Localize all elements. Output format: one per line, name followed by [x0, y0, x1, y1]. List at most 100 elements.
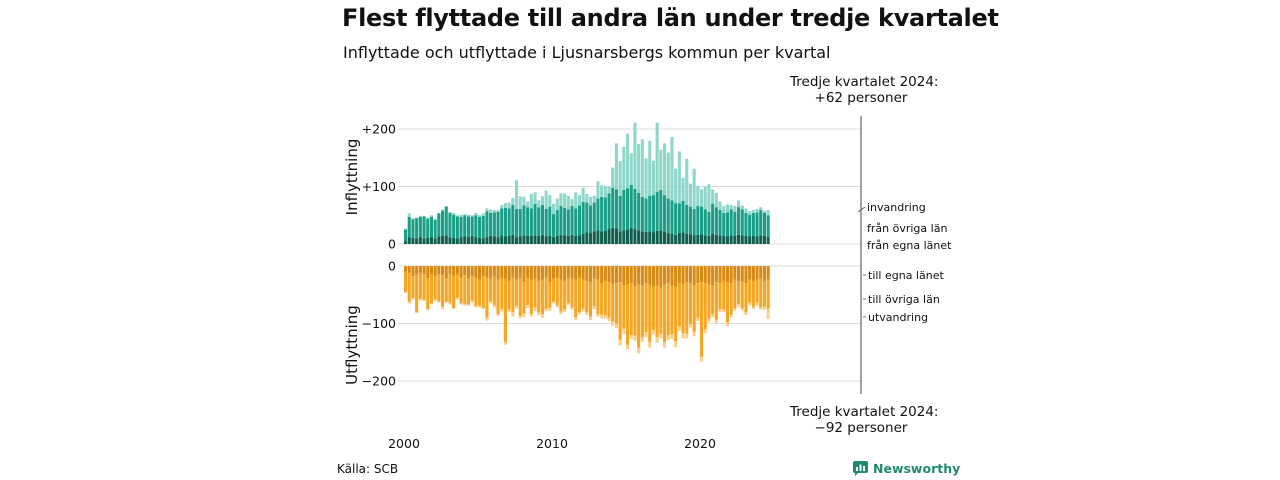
bar-out-s2-11 [444, 301, 448, 303]
bar-in-s0-2 [411, 237, 415, 244]
bar-out-s2-26 [500, 309, 504, 312]
bar-out-s1-35 [533, 278, 537, 308]
x-tick-1: 2010 [536, 436, 568, 451]
bar-out-s1-13 [452, 276, 456, 308]
bar-in-s2-98 [766, 210, 770, 216]
bar-in-s0-60 [626, 229, 630, 244]
bar-out-s0-44 [566, 266, 570, 278]
annotation-top: Tredje kvartalet 2024: +62 personer [790, 74, 938, 106]
bar-in-s2-75 [681, 177, 685, 201]
bar-out-s2-55 [607, 317, 611, 322]
bar-in-s1-39 [548, 206, 552, 236]
bar-out-s0-82 [707, 266, 711, 285]
bar-out-s2-8 [433, 299, 437, 302]
bar-in-s2-90 [737, 200, 741, 208]
bar-out-s0-65 [644, 266, 648, 284]
bar-out-s1-68 [655, 285, 659, 338]
bar-out-s0-19 [474, 266, 478, 278]
bar-out-s1-80 [700, 282, 704, 357]
bar-out-s2-85 [718, 309, 722, 313]
bar-in-s0-97 [762, 235, 766, 244]
bar-out-s1-49 [585, 280, 589, 313]
legend-in-leader [857, 206, 866, 213]
bar-out-s2-86 [722, 309, 726, 312]
bar-in-s2-45 [570, 199, 574, 207]
bar-out-s0-89 [733, 266, 737, 280]
bar-out-s0-1 [407, 266, 411, 273]
bar-out-s2-80 [700, 356, 704, 362]
bar-out-s1-62 [633, 286, 637, 336]
bar-out-s0-35 [533, 266, 537, 279]
bar-out-s0-34 [529, 266, 533, 280]
bar-in-s2-67 [651, 160, 655, 196]
bar-in-s2-15 [459, 214, 463, 217]
bar-out-s1-38 [544, 277, 548, 310]
bar-out-s2-30 [515, 305, 519, 309]
bar-in-s2-23 [489, 209, 493, 213]
bar-out-s1-4 [418, 272, 422, 299]
bar-out-s1-90 [737, 280, 741, 304]
bar-out-s0-94 [751, 266, 755, 281]
bar-out-s1-2 [411, 276, 415, 299]
bar-out-s0-74 [677, 266, 681, 284]
bar-out-s0-25 [496, 266, 500, 280]
bar-in-s0-88 [729, 235, 733, 245]
annotation-top-line2: +62 personer [814, 90, 908, 106]
bar-in-s1-19 [474, 215, 478, 238]
bar-in-s0-80 [700, 234, 704, 244]
legend-out-2: utvandring [868, 311, 928, 324]
bar-out-s0-93 [748, 266, 752, 280]
legend-out-0: till egna länet [868, 269, 944, 282]
bar-out-s2-97 [762, 306, 766, 310]
bar-out-s0-67 [651, 266, 655, 287]
bar-out-s0-98 [766, 266, 770, 280]
bar-in-s2-13 [452, 212, 456, 215]
bar-in-s1-97 [762, 212, 766, 236]
bar-out-s2-56 [611, 321, 615, 326]
bar-in-s0-85 [718, 235, 722, 245]
bar-out-s1-64 [640, 285, 644, 338]
bar-out-s2-10 [441, 306, 445, 310]
bar-out-s2-36 [537, 312, 541, 316]
bar-out-s2-53 [600, 314, 604, 319]
bar-out-s2-4 [418, 298, 422, 301]
bar-in-s2-52 [596, 181, 600, 199]
bar-out-s0-79 [696, 266, 700, 284]
bar-in-s2-92 [744, 208, 748, 213]
bar-out-s0-4 [418, 266, 422, 273]
bar-in-s2-59 [622, 146, 626, 190]
bar-out-s1-40 [552, 278, 556, 302]
bar-out-s1-15 [459, 277, 463, 304]
bar-in-s1-59 [622, 189, 626, 231]
bar-out-s1-47 [577, 277, 581, 312]
bar-out-s1-48 [581, 279, 585, 309]
bar-out-s1-51 [592, 278, 596, 307]
bar-in-s0-89 [733, 235, 737, 244]
bar-in-s1-52 [596, 198, 600, 231]
bar-out-s0-41 [555, 266, 559, 278]
bar-in-s0-58 [618, 231, 622, 244]
bar-in-s0-81 [703, 235, 707, 245]
bar-out-s1-43 [563, 280, 567, 310]
bar-in-s0-26 [500, 235, 504, 245]
y-axis-label-out: Utflyttning [343, 305, 361, 385]
bar-in-s1-47 [577, 205, 581, 236]
bar-in-s0-32 [522, 235, 526, 245]
bar-out-s2-95 [755, 302, 759, 306]
bar-out-s0-28 [507, 266, 511, 281]
bar-out-s0-31 [518, 266, 522, 279]
bar-in-s2-55 [607, 186, 611, 194]
bar-in-s0-36 [537, 235, 541, 244]
bar-out-s0-49 [585, 266, 589, 281]
bar-in-s1-58 [618, 195, 622, 232]
bar-in-s2-12 [448, 211, 452, 213]
bar-out-s1-30 [515, 279, 519, 306]
bar-out-s2-93 [748, 302, 752, 306]
bar-in-s0-96 [759, 235, 763, 245]
bar-out-s1-59 [622, 285, 626, 329]
bar-in-s1-90 [737, 207, 741, 235]
bar-out-s2-60 [626, 344, 630, 350]
bar-in-s1-25 [496, 211, 500, 238]
bar-out-s1-45 [570, 278, 574, 308]
